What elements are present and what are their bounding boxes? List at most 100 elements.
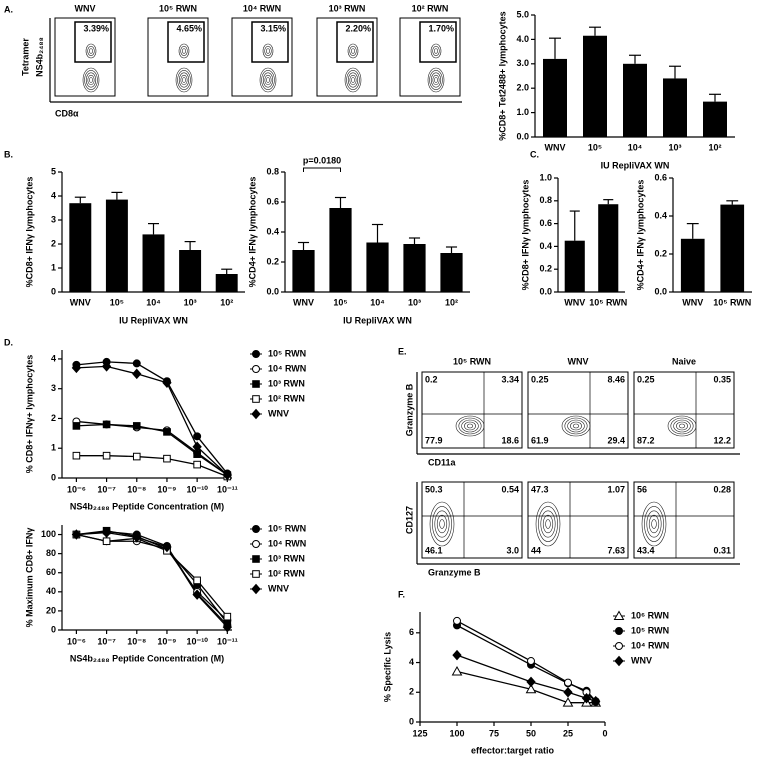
gate-percent: 4.65% bbox=[176, 23, 202, 33]
y-tick-label: 2 bbox=[51, 413, 56, 423]
series-line bbox=[76, 423, 228, 476]
contour bbox=[567, 419, 585, 433]
gate bbox=[167, 21, 205, 63]
y-tick-label: 0 bbox=[51, 624, 56, 634]
x-axis-label: NS4b₂₄₈₈ Peptide Concentration (M) bbox=[70, 501, 224, 511]
flow-plot bbox=[527, 481, 629, 559]
y-tick-label: 0.0 bbox=[266, 286, 279, 296]
contour bbox=[432, 74, 440, 86]
y-tick-label: 6 bbox=[409, 627, 414, 637]
y-tick-label: 20 bbox=[46, 605, 56, 615]
panel-label: B. bbox=[4, 149, 13, 159]
marker bbox=[132, 452, 141, 461]
annotation: p=0.0180 bbox=[303, 155, 341, 165]
x-tick-label: 10⁻⁶ bbox=[67, 484, 86, 494]
contour bbox=[264, 46, 272, 56]
gate-percent: 3.39% bbox=[83, 23, 109, 33]
x-tick-label: 10⁻¹⁰ bbox=[186, 484, 208, 494]
marker bbox=[563, 687, 573, 698]
contour bbox=[351, 48, 355, 54]
y-axis-label: %CD4+ IFNγ lymphocytes bbox=[247, 177, 257, 288]
legend-label: WNV bbox=[631, 655, 652, 665]
contour bbox=[678, 423, 686, 429]
x-tick-label: 10⁵ bbox=[333, 297, 347, 307]
panel-label: D. bbox=[4, 337, 13, 347]
contour bbox=[434, 48, 438, 54]
quadrant-value: 43.4 bbox=[637, 545, 655, 555]
contour bbox=[180, 74, 188, 86]
marker bbox=[193, 576, 201, 585]
flow-title: 10² RWN bbox=[412, 3, 449, 13]
x-tick-label: 10⁻⁶ bbox=[67, 636, 86, 646]
x-tick-label: 10⁻¹⁰ bbox=[186, 636, 208, 646]
flow-title: 10⁴ RWN bbox=[243, 3, 281, 13]
y-tick-label: 0.6 bbox=[539, 218, 552, 228]
marker bbox=[102, 451, 111, 460]
contour bbox=[540, 510, 556, 538]
marker bbox=[252, 555, 260, 563]
marker bbox=[163, 428, 171, 436]
series-line bbox=[76, 531, 228, 626]
contour bbox=[351, 77, 355, 83]
y-tick-label: 0.2 bbox=[266, 256, 279, 266]
gate-percent: 2.20% bbox=[345, 23, 371, 33]
x-axis-label: IU RepliVAX WN bbox=[601, 160, 670, 170]
y-tick-label: 0.2 bbox=[539, 264, 552, 274]
contour bbox=[432, 506, 452, 542]
bar bbox=[69, 203, 92, 292]
x-tick-label: 125 bbox=[412, 728, 427, 738]
marker bbox=[451, 665, 463, 676]
contour bbox=[455, 415, 485, 437]
quadrant-value: 29.4 bbox=[607, 435, 625, 445]
y-tick-label: 3 bbox=[51, 383, 56, 393]
marker bbox=[72, 422, 81, 430]
contour bbox=[432, 46, 440, 56]
x-tick-label: 10⁻⁹ bbox=[157, 636, 176, 646]
contour bbox=[85, 43, 97, 59]
contour bbox=[175, 67, 193, 93]
y-axis-label: %CD8+ Tet2488+ lymphocytes bbox=[497, 11, 507, 140]
marker bbox=[526, 676, 536, 688]
contour bbox=[570, 421, 582, 431]
quadrant-value: 1.07 bbox=[607, 484, 625, 494]
flow-y-sublabel: NS4b₂₄₈₈ bbox=[34, 37, 44, 77]
contour bbox=[84, 70, 98, 90]
x-tick-label: 10³ bbox=[184, 297, 197, 307]
y-tick-label: 0.6 bbox=[266, 196, 279, 206]
quadrant-value: 61.9 bbox=[531, 435, 549, 445]
y-tick-label: 0 bbox=[51, 286, 56, 296]
legend-label: 10³ RWN bbox=[268, 553, 305, 563]
legend-label: 10⁵ RWN bbox=[268, 348, 306, 358]
contour bbox=[542, 514, 554, 534]
quadrant-value: 44 bbox=[531, 545, 541, 555]
gate-percent: 1.70% bbox=[428, 23, 454, 33]
marker bbox=[613, 610, 625, 620]
marker bbox=[222, 621, 232, 633]
series-line bbox=[76, 531, 228, 628]
contour bbox=[535, 501, 561, 547]
quadrant-value: 87.2 bbox=[637, 435, 655, 445]
y-tick-label: 100 bbox=[41, 529, 56, 539]
flow-plot bbox=[316, 17, 378, 97]
contour bbox=[466, 423, 474, 429]
panel-label: C. bbox=[530, 149, 539, 159]
contour bbox=[178, 43, 190, 59]
contour bbox=[439, 519, 445, 529]
quadrant-value: 3.34 bbox=[501, 374, 519, 384]
flow-plot bbox=[399, 17, 461, 97]
flow-title: WNV bbox=[75, 3, 96, 13]
bar bbox=[366, 242, 389, 292]
contour bbox=[458, 417, 482, 435]
bar bbox=[598, 204, 619, 292]
bar bbox=[564, 240, 585, 292]
marker bbox=[252, 380, 260, 388]
y-tick-label: 0.4 bbox=[654, 210, 667, 220]
marker bbox=[251, 408, 261, 420]
bar bbox=[292, 250, 315, 292]
flow-x-label: Granzyme B bbox=[428, 567, 481, 577]
quadrant-value: 0.2 bbox=[425, 374, 438, 384]
contour bbox=[676, 421, 688, 431]
bar bbox=[329, 208, 352, 292]
contour bbox=[182, 77, 186, 83]
